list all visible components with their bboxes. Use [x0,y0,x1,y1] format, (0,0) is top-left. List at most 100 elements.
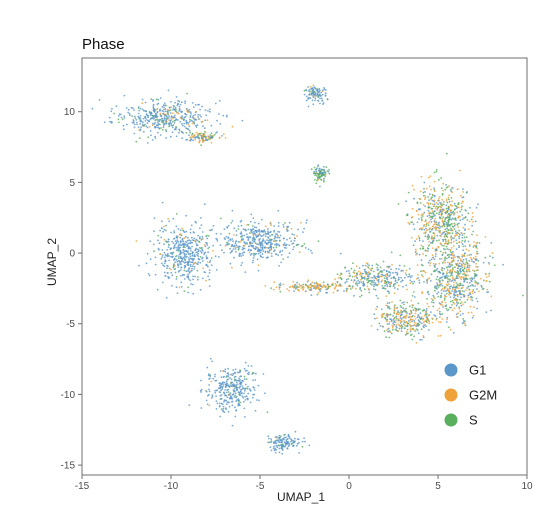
point-g1 [477,203,479,206]
point-g1 [199,236,201,239]
point-g2m [312,285,315,288]
point-s [476,269,479,271]
point-g1 [418,218,420,220]
scatter-points [91,84,524,455]
point-g2m [178,286,181,289]
point-s [388,329,391,332]
point-g1 [451,187,454,189]
point-g1 [221,135,223,137]
point-g1 [217,387,220,390]
point-g1 [236,246,239,249]
point-g1 [247,385,249,388]
point-g1 [319,89,321,92]
point-s [459,210,461,213]
point-g1 [308,93,311,95]
point-g1 [262,238,265,240]
point-g1 [159,97,162,99]
point-g2m [441,198,444,201]
point-g2m [442,189,445,192]
point-g2m [340,285,343,287]
point-g1 [400,270,403,272]
point-g1 [308,444,311,447]
point-g2m [286,288,289,290]
point-g2m [138,129,141,131]
point-g1 [279,282,282,285]
point-g2m [429,175,432,178]
point-g1 [174,119,177,122]
point-g1 [321,99,324,102]
point-g1 [226,389,229,392]
point-s [445,307,448,310]
point-g2m [391,263,393,266]
point-g1 [433,195,436,198]
point-g1 [461,284,463,287]
point-g1 [167,272,169,274]
point-g1 [181,122,183,125]
point-g1 [266,256,269,259]
point-g1 [156,103,159,106]
point-g1 [250,213,253,216]
point-g1 [446,316,449,319]
point-g1 [325,89,327,91]
point-g1 [222,114,225,117]
point-g2m [205,279,207,282]
point-g1 [139,122,142,125]
point-g2m [198,137,201,140]
point-s [378,272,380,275]
point-g1 [262,256,264,259]
point-g1 [490,309,492,312]
point-g1 [463,280,465,283]
point-g1 [471,224,473,227]
point-g1 [176,239,179,242]
point-g1 [444,275,446,278]
point-g1 [373,313,376,316]
point-g1 [419,317,421,319]
point-g1 [169,255,171,258]
point-g1 [235,384,238,387]
point-s [432,194,434,197]
point-g2m [452,245,455,247]
point-g1 [461,234,464,237]
point-g1 [390,319,393,322]
point-g1 [380,273,383,276]
point-g1 [168,115,170,117]
point-s [489,255,491,257]
point-g1 [169,247,172,250]
point-g2m [366,273,368,276]
point-g2m [381,279,384,282]
point-g2m [413,324,416,327]
point-g2m [440,303,442,306]
point-s [450,235,453,238]
point-g1 [282,243,285,246]
point-g2m [410,236,413,239]
point-g1 [218,404,221,407]
point-g1 [423,324,425,327]
point-g1 [382,325,384,328]
point-g1 [177,228,180,230]
point-g1 [231,400,234,403]
point-g2m [167,109,170,111]
point-g1 [255,226,258,229]
point-g1 [276,233,278,236]
point-g1 [247,365,250,367]
point-g1 [163,265,166,268]
point-g1 [448,271,451,274]
point-s [199,255,202,258]
point-g2m [351,286,354,289]
point-g1 [192,283,194,286]
point-g2m [433,227,436,229]
point-g1 [156,131,159,134]
point-g2m [397,317,400,320]
point-g1 [221,249,223,252]
point-g1 [211,360,214,363]
point-g2m [296,288,299,291]
point-g1 [164,253,167,256]
point-g1 [168,106,171,109]
point-g1 [261,235,264,237]
point-s [316,293,319,296]
point-g1 [184,235,187,238]
point-g1 [449,214,451,217]
point-s [481,286,483,288]
point-s [393,316,396,319]
point-s [349,288,352,290]
